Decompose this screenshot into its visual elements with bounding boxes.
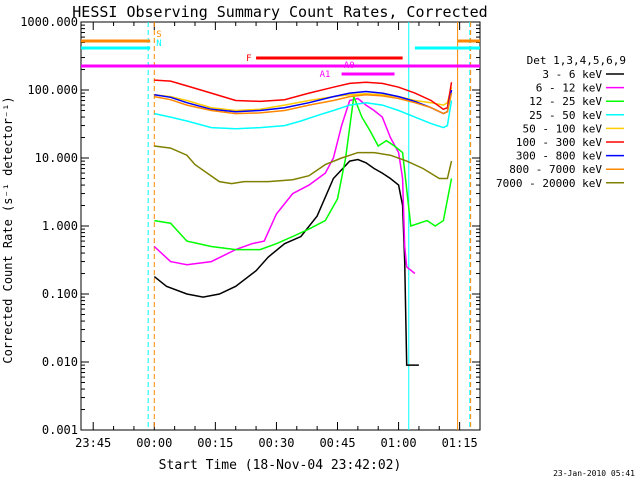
y-tick-label: 0.001	[42, 423, 78, 437]
x-tick-label: 01:15	[442, 436, 478, 450]
x-tick-label: 00:30	[258, 436, 294, 450]
legend-entry-label: 3 - 6 keV	[542, 68, 602, 81]
legend-entry-label: 7000 - 20000 keV	[496, 177, 602, 190]
legend-entry-label: 6 - 12 keV	[536, 82, 603, 95]
series-line	[154, 100, 453, 130]
legend-entry-label: 50 - 100 keV	[523, 122, 603, 135]
y-tick-label: 10.000	[35, 151, 78, 165]
legend-entry-label: 800 - 7000 keV	[509, 163, 602, 176]
legend-entry-label: 12 - 25 keV	[529, 95, 602, 108]
series-line	[153, 158, 419, 366]
series-line	[154, 145, 453, 185]
x-tick-label: 00:45	[319, 436, 355, 450]
flag-label: A0	[344, 61, 355, 71]
x-tick-label: 00:15	[197, 436, 233, 450]
flag-label: A1	[320, 70, 331, 80]
y-tick-label: 1.000	[42, 219, 78, 233]
legend-title: Det 1,3,4,5,6,9	[527, 54, 626, 67]
y-tick-label: 0.010	[42, 355, 78, 369]
y-tick-label: 100.000	[27, 83, 78, 97]
flag-label: S	[156, 30, 161, 40]
x-tick-label: 23:45	[75, 436, 111, 450]
series-line	[153, 97, 416, 275]
x-tick-label: 01:00	[381, 436, 417, 450]
legend-entry-label: 100 - 300 keV	[516, 136, 602, 149]
series-line	[154, 79, 453, 111]
legend-entry-label: 300 - 800 keV	[516, 150, 602, 163]
legend-entry-label: 25 - 50 keV	[529, 109, 602, 122]
flag-label: F	[246, 54, 251, 64]
y-axis-label: Corrected Count Rate (s⁻¹ detector⁻¹)	[1, 96, 15, 363]
y-tick-label: 1000.000	[20, 15, 78, 29]
series-line	[154, 93, 453, 251]
plot-area: 1000.000 100.000 10.000 1.000 0.100 0.010 0.00…	[20, 15, 481, 450]
series-line	[154, 92, 453, 115]
chart-title: HESSI Observing Summary Count Rates, Cor…	[72, 3, 487, 21]
x-axis-label: Start Time (18-Nov-04 23:42:02)	[159, 458, 402, 473]
y-tick-label: 0.100	[42, 287, 78, 301]
timestamp-label: 23-Jan-2010 05:41	[553, 469, 635, 478]
series-line	[154, 87, 453, 112]
flag-label: N	[156, 39, 161, 49]
x-tick-label: 00:00	[136, 436, 172, 450]
plot-frame	[80, 21, 481, 431]
